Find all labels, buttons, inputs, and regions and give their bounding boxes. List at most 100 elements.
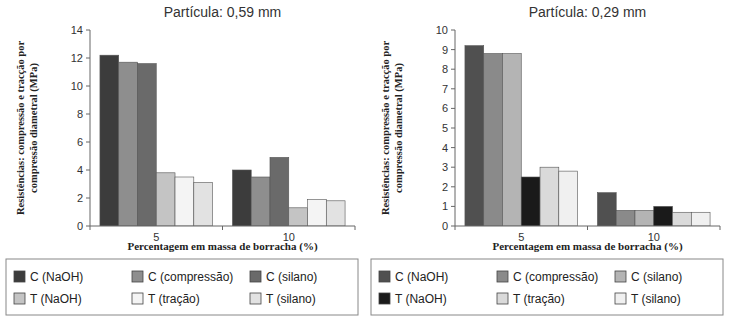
y-tick-label: 10 [71, 80, 83, 92]
legend-label: C (compressão) [148, 270, 233, 284]
bar [270, 157, 289, 226]
y-tick-label: 8 [77, 108, 83, 120]
legend-swatch [14, 271, 25, 282]
y-tick-label: 4 [442, 142, 448, 154]
legend-swatch [615, 271, 626, 282]
y-tick [86, 30, 90, 31]
x-tick-mark [355, 226, 356, 230]
y-tick-label: 2 [442, 181, 448, 193]
legend-label: T (tração) [148, 292, 200, 306]
bar [597, 193, 616, 226]
y-tick-label: 8 [442, 63, 448, 75]
bar [673, 212, 692, 226]
legend-label: T (tração) [513, 292, 565, 306]
y-tick [451, 186, 455, 187]
title: Partícula: 0,29 mm [529, 4, 647, 20]
y-tick [451, 226, 455, 227]
y-tick [86, 198, 90, 199]
bar [654, 206, 673, 226]
y-tick-label: 9 [442, 44, 448, 56]
legend-swatch [132, 293, 143, 304]
y-axis [455, 30, 456, 226]
y-tick [451, 206, 455, 207]
x-axis-label: Percentagem em massa de borracha (%) [492, 240, 682, 253]
bar [484, 54, 503, 226]
y-tick [451, 128, 455, 129]
legend-swatch [379, 293, 390, 304]
y-tick-label: 4 [77, 164, 83, 176]
bar [232, 170, 251, 226]
x-tick-mark [90, 226, 91, 230]
legend-swatch [14, 293, 25, 304]
y-tick-label: 5 [442, 122, 448, 134]
bar [175, 177, 194, 226]
chart-panel: Partícula: 0,59 mm02468101214510Percenta… [6, 4, 358, 315]
bar [521, 177, 540, 226]
y-tick-label: 0 [442, 220, 448, 232]
chart-panel: Partícula: 0,29 mm012345678910510Percent… [371, 4, 723, 315]
x-tick-mark [455, 226, 456, 230]
legend-label: C (silano) [631, 270, 682, 284]
y-tick-label: 10 [436, 24, 448, 36]
legend-label: C (NaOH) [395, 270, 448, 284]
legend-label: C (silano) [266, 270, 317, 284]
y-tick [451, 147, 455, 148]
bar [326, 201, 345, 226]
legend-swatch [250, 293, 261, 304]
bar [251, 177, 270, 226]
y-axis-label-line: compressão diametral (MPa) [28, 63, 40, 193]
legend-swatch [132, 271, 143, 282]
y-tick [86, 226, 90, 227]
y-axis-label: Resistências: compressão e tracção porco… [380, 41, 405, 216]
y-axis-label-line: Resistências: compressão e tracção por [15, 41, 26, 216]
figure: Partícula: 0,59 mm02468101214510Percenta… [0, 0, 730, 320]
y-tick-label: 6 [77, 136, 83, 148]
y-tick [451, 167, 455, 168]
legend-label: T (silano) [266, 292, 316, 306]
bar [691, 212, 710, 226]
x-axis-label: Percentagem em massa de borracha (%) [127, 240, 317, 253]
x-tick-mark [222, 226, 223, 230]
y-tick [86, 170, 90, 171]
y-tick [451, 108, 455, 109]
legend-swatch [497, 293, 508, 304]
legend: C (NaOH)C (compressão)C (silano)T (NaOH)… [371, 259, 723, 315]
y-tick [86, 114, 90, 115]
legend-swatch [250, 271, 261, 282]
y-tick [86, 86, 90, 87]
bars [100, 55, 345, 226]
y-axis [90, 30, 91, 226]
legend-frame [6, 259, 358, 315]
legend-swatch [615, 293, 626, 304]
legend-swatch [379, 271, 390, 282]
y-tick-label: 6 [442, 102, 448, 114]
y-tick-label: 7 [442, 83, 448, 95]
bar [194, 183, 213, 226]
y-tick-label: 2 [77, 192, 83, 204]
legend-frame [371, 259, 723, 315]
y-tick-label: 3 [442, 161, 448, 173]
legend-swatch [497, 271, 508, 282]
bar [540, 167, 559, 226]
y-tick [86, 58, 90, 59]
y-tick-label: 1 [442, 200, 448, 212]
y-axis-label-line: Resistências: compressão e tracção por [380, 41, 391, 216]
bar [559, 171, 578, 226]
legend: C (NaOH) C (compressão) C (silano) T (NaOH)… [6, 259, 358, 315]
legend-label: C (compressão) [513, 270, 598, 284]
y-axis-label-line: compressão diametral (MPa) [393, 63, 405, 193]
legend-label: T (NaOH) [30, 292, 82, 306]
bar [156, 173, 175, 226]
legend-label: C (NaOH) [30, 270, 83, 284]
legend-label: T (silano) [631, 292, 681, 306]
bar [635, 210, 654, 226]
bar [119, 62, 138, 226]
y-tick-label: 14 [71, 24, 83, 36]
bar [502, 54, 521, 226]
bars [465, 46, 710, 226]
y-tick [86, 142, 90, 143]
y-tick [451, 69, 455, 70]
y-axis-label: Resistências: compressão e tracção porco… [15, 41, 40, 216]
title: Partícula: 0,59 mm [164, 4, 282, 20]
x-tick-mark [720, 226, 721, 230]
